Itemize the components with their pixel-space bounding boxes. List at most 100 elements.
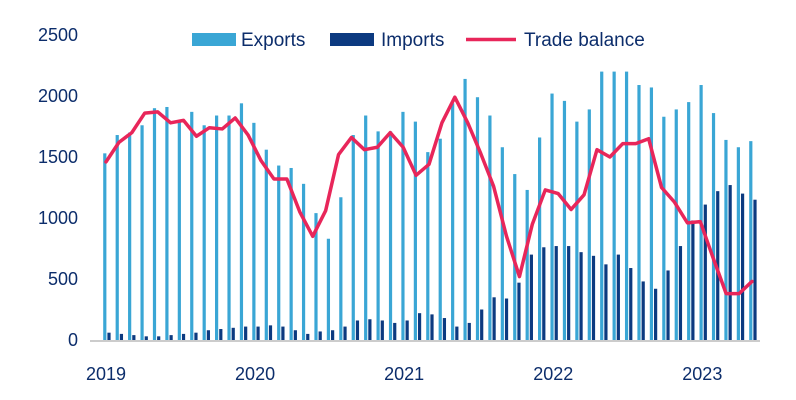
imports-bar [194,332,198,340]
exports-bar [525,189,529,340]
exports-bar [190,111,194,340]
y-tick-label: 0 [68,330,78,350]
imports-bar [616,254,620,340]
exports-bar [550,93,554,340]
exports-bar [600,71,604,340]
imports-bar [244,326,248,340]
imports-bar [691,220,695,340]
exports-bar [165,106,169,340]
imports-bar [119,333,124,340]
imports-bar [629,268,633,340]
exports-bar [724,139,728,340]
imports-bar [703,204,707,340]
imports-bar [318,331,322,340]
imports-bar [529,254,533,340]
exports-bar [351,135,355,340]
exports-bar [388,131,393,340]
exports-bar [426,152,430,340]
imports-bar [641,281,645,340]
exports-bar [339,197,343,340]
imports-bar [256,326,260,340]
imports-bar [554,246,558,340]
imports-bar [293,330,297,340]
trade-balance-line-group [104,95,754,296]
exports-bar [314,213,318,340]
exports-bar [500,147,504,340]
imports-bar [430,314,434,340]
exports-bar [239,103,244,340]
exports-bar [227,115,231,341]
imports-bar [504,298,509,340]
imports-bar [666,270,670,340]
imports-bar [132,335,136,340]
y-tick-label: 500 [48,269,78,289]
imports-bar [169,335,173,340]
imports-bar [331,330,335,340]
imports-bar [753,199,757,340]
imports-bar [579,252,583,340]
imports-bar [442,318,447,340]
y-tick-label: 1500 [38,147,78,167]
imports-bar [368,319,372,340]
exports-bar [128,132,132,340]
exports-bar [674,109,678,340]
legend-swatch-imports [330,33,374,46]
exports-bar [413,121,417,341]
imports-bar [492,297,496,340]
legend-label: Exports [241,30,305,51]
exports-bar [376,131,380,340]
exports-bar [624,71,629,340]
exports-bar [612,71,616,340]
imports-bar [405,320,409,340]
imports-bar [231,327,235,340]
x-tick-label: 2019 [86,364,126,384]
trade-balance-line [104,95,754,296]
exports-bar [463,78,467,341]
legend-label: Imports [381,30,444,51]
imports-bar [740,193,745,340]
y-tick-label: 1000 [38,208,78,228]
imports-bar [107,332,111,340]
exports-bar [699,85,703,341]
exports-bar [326,238,331,340]
exports-bar [401,111,405,340]
exports-bar [451,103,455,340]
imports-bar [343,326,347,340]
imports-bar [455,326,459,340]
exports-bar [562,100,567,340]
imports-bar [393,322,397,340]
imports-bar [268,325,273,340]
imports-bar [380,320,384,340]
exports-bar [140,125,144,340]
legend: Exports Imports Trade balance [192,30,645,51]
exports-bar [215,115,219,341]
imports-bar [219,329,223,340]
exports-bar [736,147,740,340]
exports-bar [438,138,442,340]
y-tick-label: 2000 [38,86,78,106]
exports-bar [538,137,542,340]
y-axis-ticks: 0 500 1000 1500 2000 2500 [38,25,78,350]
exports-bar [202,125,206,340]
imports-bar [181,333,186,340]
imports-bars [107,185,757,340]
imports-bar [567,246,571,340]
legend-swatch-exports [192,33,236,46]
exports-bar [277,165,281,340]
exports-bar [488,115,492,341]
imports-bar [306,333,310,340]
exports-bar [103,153,107,340]
imports-bar [417,313,422,340]
x-axis-ticks: 2019 2020 2021 2022 2023 [86,364,722,384]
imports-bar [678,246,683,340]
exports-bar [177,120,181,341]
imports-bar [654,288,658,340]
exports-bar [301,183,306,340]
y-tick-label: 2500 [38,25,78,45]
imports-bar [144,336,148,340]
imports-bar [542,247,546,340]
exports-bar [662,116,666,341]
exports-bar [649,87,654,341]
